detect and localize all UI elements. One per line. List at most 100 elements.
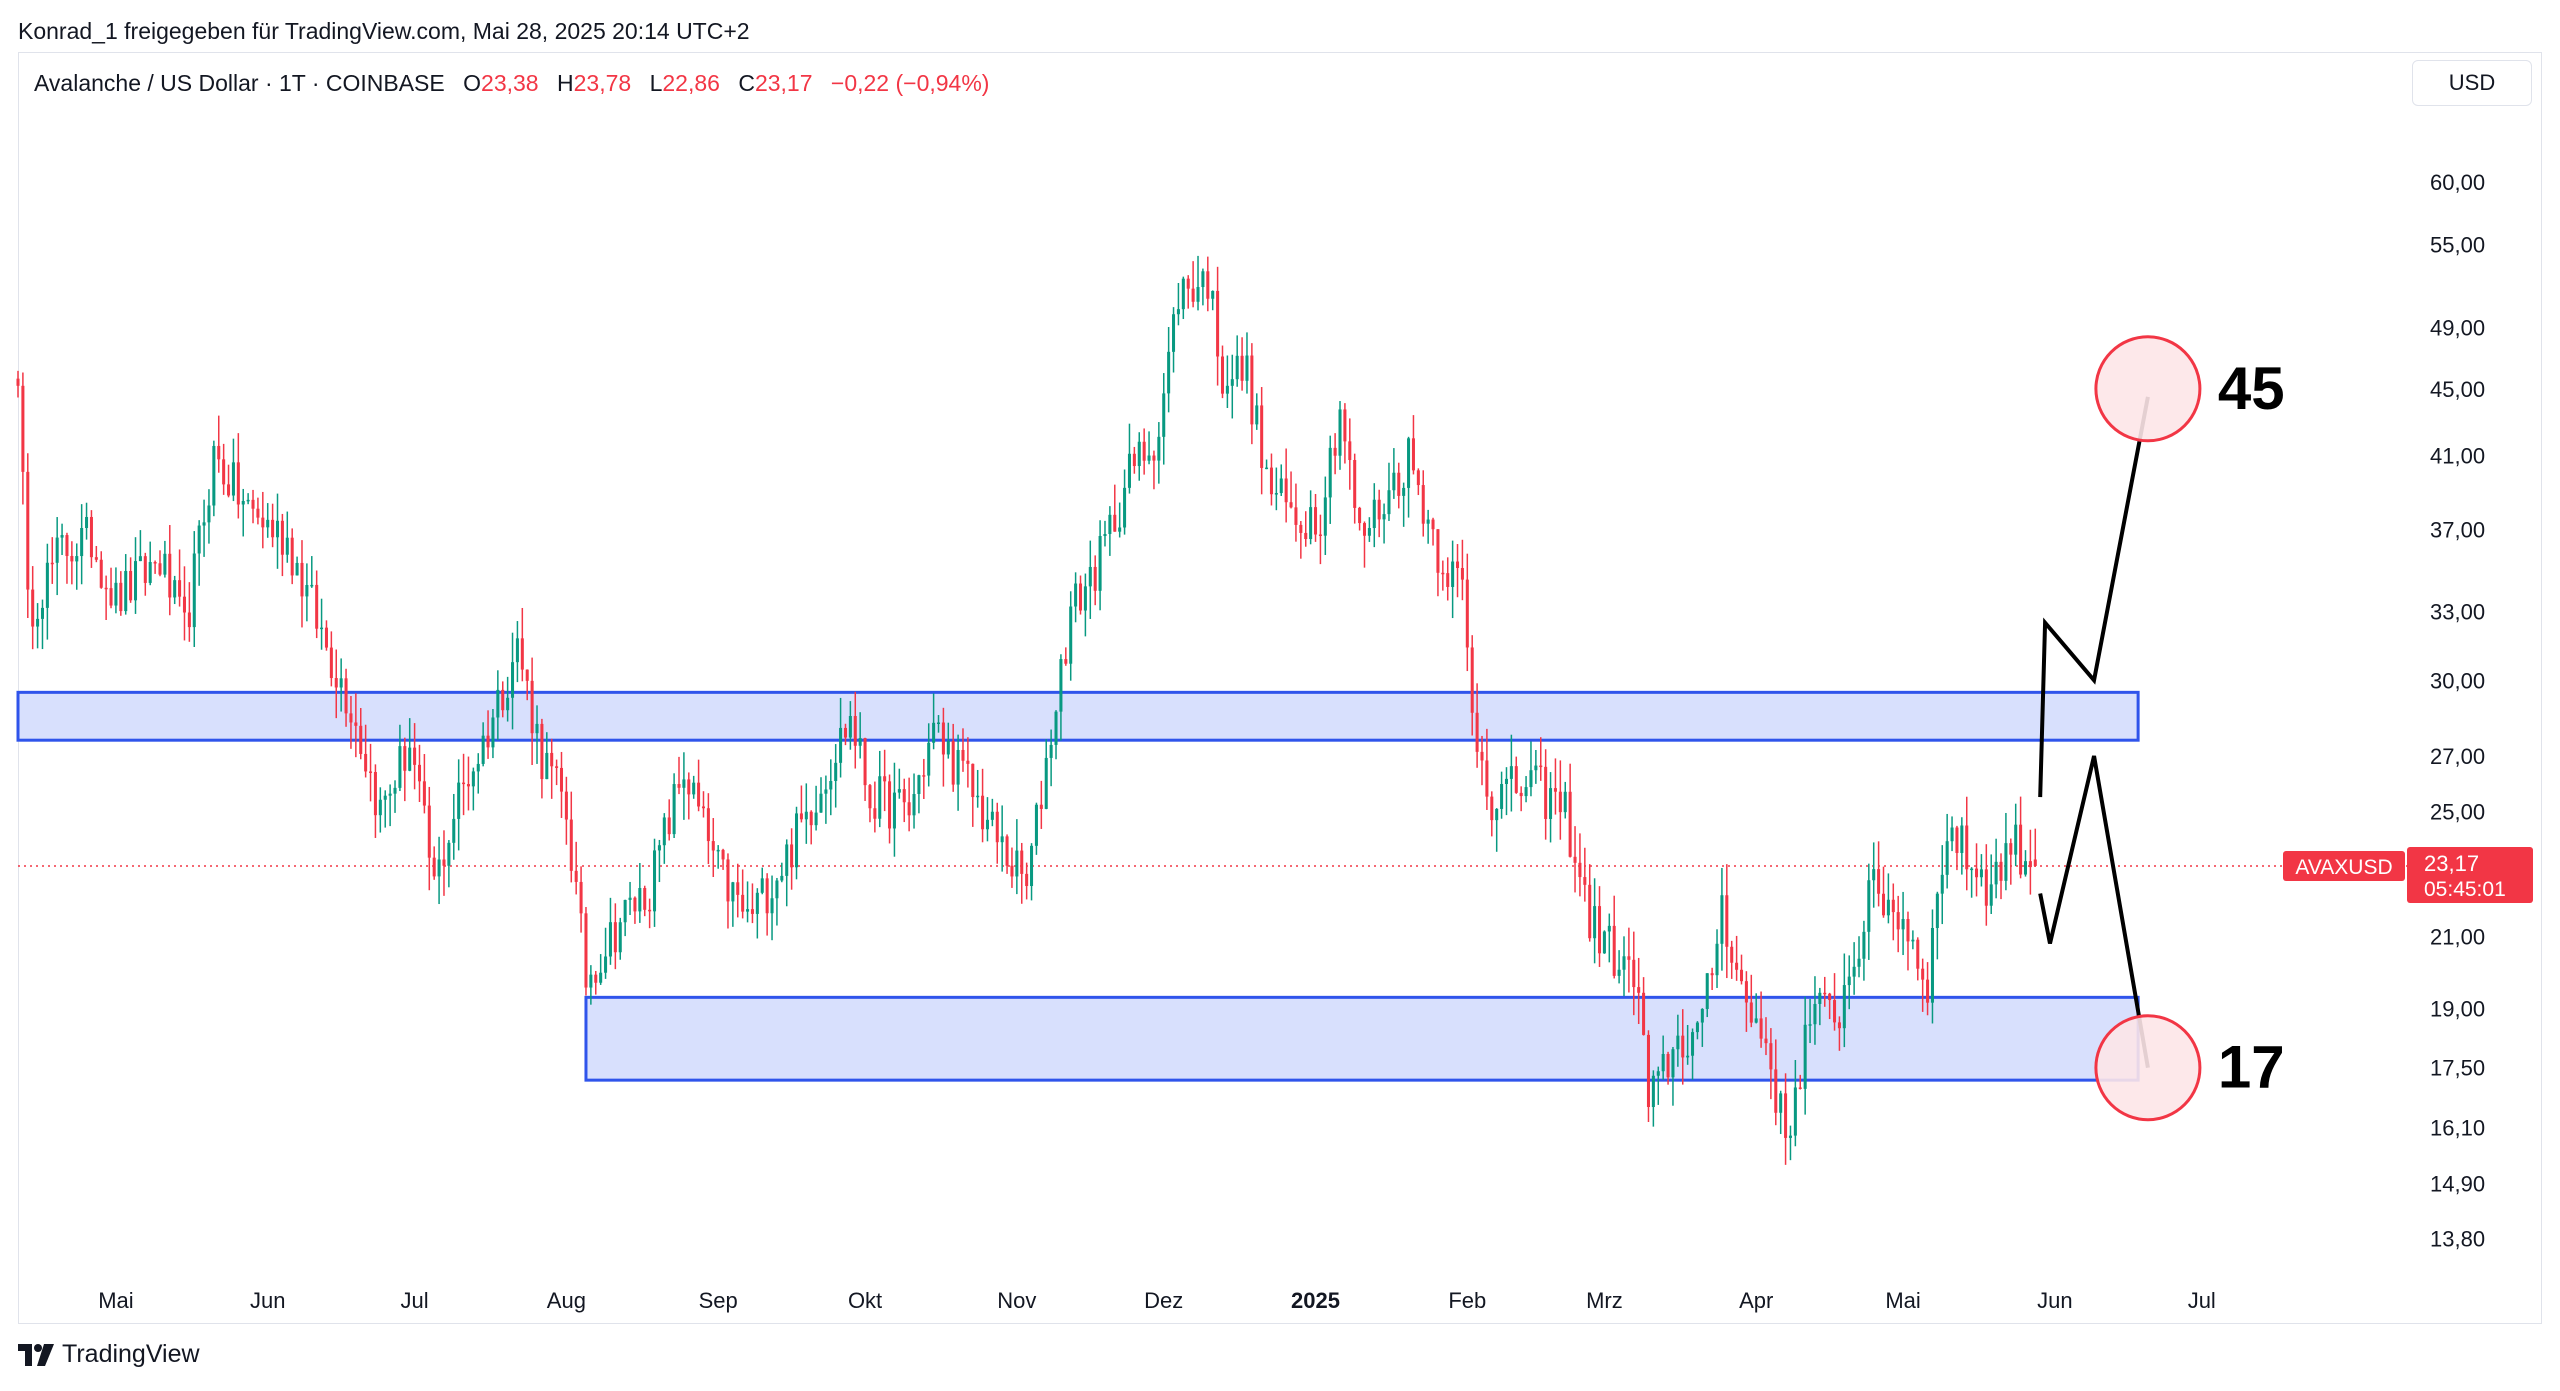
candle [491,708,495,759]
candle [1240,337,1244,391]
zone-1[interactable] [16,690,2140,742]
candle [1916,937,1920,981]
candle [1999,853,2003,900]
candle [1353,453,1357,524]
candle [359,708,363,760]
candle [1118,502,1122,538]
candle [1108,506,1112,556]
candle [383,790,387,828]
candle [1157,422,1161,484]
price-tick-label: 55,00 [2430,233,2485,258]
candle [692,775,696,799]
candlestick-series [16,255,2037,1165]
candle [1539,737,1543,781]
candle [324,620,328,651]
candle [1935,891,1939,960]
candle [1314,493,1318,542]
candle [354,693,358,758]
candle [755,888,759,939]
candle [1044,739,1048,810]
candle [799,785,803,823]
candle [163,540,167,578]
candle [1735,935,1739,981]
footer-logo[interactable]: TradingView [18,1340,200,1369]
candle [388,784,392,827]
candle [417,744,422,802]
candle [1005,834,1009,874]
candle [1392,448,1396,499]
symbol-name[interactable]: Avalanche / US Dollar · 1T · COINBASE [34,70,445,96]
candle [236,433,240,519]
time-tick-label: Okt [848,1288,882,1313]
price-tick-label: 33,00 [2430,600,2485,625]
candle [1901,891,1905,956]
close-value: 23,17 [754,70,813,96]
candle [1142,428,1146,475]
candle [143,552,147,596]
candle [540,718,544,799]
candle [824,775,828,824]
candle [765,873,769,936]
candle [1235,335,1239,387]
candle [2004,812,2008,891]
time-tick-label: Sep [699,1288,738,1313]
price-axis[interactable]: 60,00 55,00 49,00 45,00 41,00 37,00 33,00 30,00… [2430,170,2485,1251]
candle [1015,819,1019,895]
candle [1793,1060,1797,1147]
candle [1416,468,1420,496]
candle [1862,920,1866,981]
candle [1411,415,1415,475]
candle [633,896,637,924]
candle [393,780,397,813]
candle [736,863,740,918]
chart-legend: Avalanche / US Dollar · 1T · COINBASE O2… [34,70,989,97]
candle [780,862,784,883]
candle [1788,1125,1792,1161]
candle [251,489,255,524]
candle [1304,511,1308,547]
candle [1509,734,1513,812]
candle [1691,1028,1695,1080]
scenario-down-path[interactable] [2038,755,2150,1069]
candle [256,497,260,525]
candle [26,453,30,619]
candle [535,705,539,764]
target-circle-2[interactable] [2094,1014,2202,1122]
candle [897,768,901,799]
price-tick-label: 21,00 [2430,925,2485,950]
target-circle-1[interactable] [2094,335,2202,443]
scenario-up-path[interactable] [2038,396,2150,798]
candle [966,737,970,788]
currency-button[interactable]: USD [2412,60,2532,106]
price-tick-label: 49,00 [2430,316,2485,341]
candle [1010,847,1014,888]
candle [1132,446,1136,474]
candle [682,752,686,820]
candle [1294,483,1298,542]
candle [1480,735,1484,786]
price-tick-label: 17,50 [2430,1056,2485,1081]
candle [315,570,319,639]
candle [153,560,157,574]
time-tick-label: 2025 [1291,1288,1340,1313]
candle [334,649,338,719]
candle [1563,781,1567,819]
time-axis[interactable]: Mai Jun Jul Aug Sep Okt Nov Dez 2025 Feb Mrz Apr Mai… [98,1288,2216,1313]
candle [1911,930,1915,950]
candle [677,756,681,795]
candle [1172,307,1176,373]
open-value: 23,38 [481,70,539,96]
candle [452,793,456,860]
candle [741,869,745,919]
target-label-1: 45 [2218,355,2285,422]
candle [1211,290,1215,311]
candle [829,759,833,816]
candle [506,676,510,722]
candle [295,556,299,576]
candle [1260,387,1264,495]
candle [863,737,867,801]
candle [305,563,309,622]
zone-2[interactable] [584,995,2140,1082]
candle [985,797,989,842]
